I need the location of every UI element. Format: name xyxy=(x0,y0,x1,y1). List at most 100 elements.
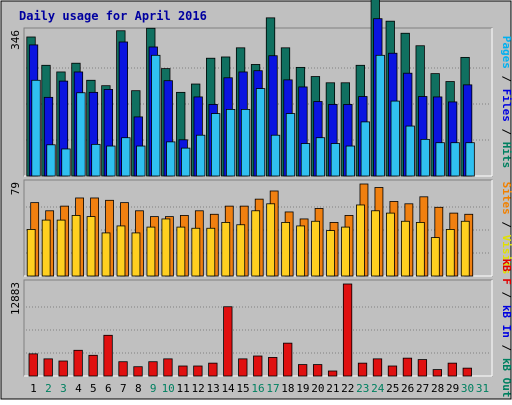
bar-visits-day-27 xyxy=(415,222,425,277)
bar-kb-f-day-14 xyxy=(223,306,233,377)
x-tick-label: 9 xyxy=(150,382,157,395)
ylabel-part: / xyxy=(500,285,512,305)
ylabel-part: Visits xyxy=(500,235,512,275)
bar-pages-day-3 xyxy=(61,148,71,177)
ylabel-hits: Pages / Files / Hits xyxy=(500,36,512,169)
bar-pages-day-23 xyxy=(360,121,370,177)
bar-pages-day-6 xyxy=(106,145,116,177)
x-tick-label: 7 xyxy=(120,382,127,395)
bar-pages-day-10 xyxy=(166,141,176,177)
bar-kb-f-day-8 xyxy=(133,366,143,377)
x-tick-label: 14 xyxy=(221,382,235,395)
bar-kb-f-day-3 xyxy=(58,360,68,377)
bar-pages-day-9 xyxy=(151,54,161,177)
bar-pages-day-13 xyxy=(211,113,221,177)
ylabel-part: / xyxy=(500,69,512,89)
bar-visits-day-6 xyxy=(101,232,111,277)
bar-pages-day-25 xyxy=(390,100,400,177)
ylabel-part: Files xyxy=(500,89,512,122)
panel-hits: 346 Pages / Files / Hits xyxy=(9,0,512,177)
bar-kb-f-day-29 xyxy=(447,362,457,377)
x-tick-label: 13 xyxy=(206,382,219,395)
bar-pages-day-24 xyxy=(375,54,385,177)
x-tick-label: 21 xyxy=(326,382,339,395)
x-tick-label: 1 xyxy=(30,382,37,395)
x-tick-label: 20 xyxy=(311,382,324,395)
x-tick-label: 15 xyxy=(236,382,249,395)
x-tick-label: 6 xyxy=(105,382,112,395)
bar-kb-f-day-27 xyxy=(417,359,428,377)
bar-visits-day-30 xyxy=(460,220,470,277)
bar-pages-day-11 xyxy=(181,147,191,177)
bar-pages-day-30 xyxy=(465,142,475,177)
bar-visits-day-3 xyxy=(56,219,66,277)
bar-pages-day-1 xyxy=(31,79,41,177)
bar-pages-day-12 xyxy=(196,134,206,177)
bar-visits-day-13 xyxy=(206,227,216,277)
bar-visits-day-10 xyxy=(161,218,171,277)
bar-visits-day-14 xyxy=(221,222,231,277)
ylabel-part: / xyxy=(500,215,512,235)
bar-kb-f-day-13 xyxy=(208,362,218,377)
bar-kb-f-day-2 xyxy=(43,358,53,377)
ylabel-kbytes: kB F / kB In / kB Out xyxy=(500,258,512,397)
x-tick-label: 22 xyxy=(341,382,354,395)
bar-pages-day-26 xyxy=(405,125,415,177)
bar-pages-day-16 xyxy=(255,88,266,177)
bar-pages-day-18 xyxy=(285,113,296,177)
bar-pages-day-27 xyxy=(420,138,430,177)
bar-kb-f-day-12 xyxy=(193,365,203,377)
x-tick-label: 5 xyxy=(90,382,97,395)
bar-visits-day-5 xyxy=(86,216,96,277)
bar-visits-day-21 xyxy=(326,230,335,277)
bar-visits-day-20 xyxy=(311,220,320,277)
ylabel-part: / xyxy=(500,338,512,358)
bar-kb-f-day-9 xyxy=(148,361,158,377)
bar-kb-f-day-7 xyxy=(118,361,128,377)
bar-kb-f-day-17 xyxy=(268,357,278,377)
ylabel-part: Pages xyxy=(500,36,512,69)
bar-visits-day-24 xyxy=(371,210,380,277)
panel-sites: 79 Sites / Visits xyxy=(9,179,512,277)
bar-pages-day-21 xyxy=(330,143,341,177)
bar-kb-f-day-15 xyxy=(238,358,248,377)
bar-pages-day-2 xyxy=(46,144,56,177)
bar-kb-f-day-21 xyxy=(327,370,338,377)
ylabel-part: / xyxy=(500,122,512,142)
bar-visits-day-1 xyxy=(26,229,36,277)
ylabel-part: Hits xyxy=(500,142,512,169)
x-tick-label: 27 xyxy=(416,382,429,395)
x-tick-label: 29 xyxy=(446,382,459,395)
bar-kb-f-day-19 xyxy=(298,364,308,377)
bar-visits-day-11 xyxy=(176,226,186,277)
x-tick-label: 11 xyxy=(177,382,190,395)
bar-visits-day-19 xyxy=(296,225,305,277)
x-tick-label: 30 xyxy=(461,382,474,395)
x-tick-label: 25 xyxy=(386,382,399,395)
bar-visits-day-18 xyxy=(281,222,291,277)
bar-kb-f-day-1 xyxy=(28,353,38,377)
x-axis-labels: 1 2 3 4 5 6 7 8 9 10 11 12 13 14 15 16 17 18 19 20 21 22 23 24 2… xyxy=(30,382,489,395)
bar-pages-day-5 xyxy=(91,143,101,177)
x-tick-label: 19 xyxy=(296,382,309,395)
bar-pages-day-29 xyxy=(450,142,460,177)
bar-kb-f-day-16 xyxy=(253,355,263,377)
bar-visits-day-25 xyxy=(386,212,395,277)
bar-visits-day-2 xyxy=(41,219,51,277)
bar-pages-day-8 xyxy=(136,145,146,177)
x-tick-label: 4 xyxy=(75,382,82,395)
bar-pages-day-14 xyxy=(225,109,236,177)
bar-kb-f-day-24 xyxy=(372,358,383,377)
bar-visits-day-15 xyxy=(236,224,246,277)
x-tick-label: 23 xyxy=(356,382,369,395)
bar-pages-day-28 xyxy=(435,142,445,177)
bar-pages-day-17 xyxy=(270,134,281,177)
bar-pages-day-22 xyxy=(345,145,355,177)
x-tick-label: 16 xyxy=(251,382,264,395)
ylabel-part: kB In xyxy=(500,305,512,338)
bar-visits-day-22 xyxy=(341,226,350,277)
bar-kb-f-day-26 xyxy=(402,357,413,377)
